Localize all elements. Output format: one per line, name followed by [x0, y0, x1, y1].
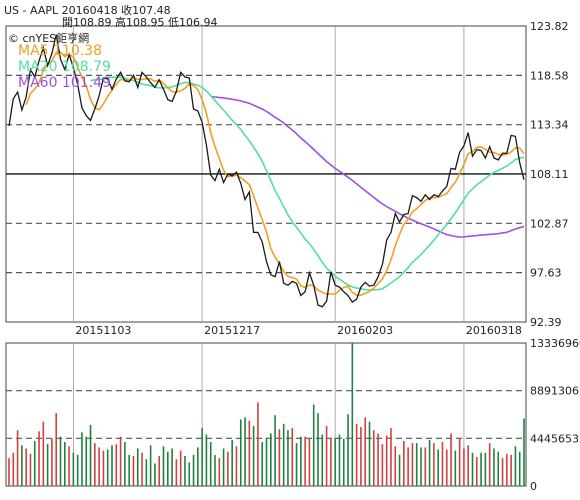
- ma20-line: [90, 76, 525, 291]
- price-xtick-3: 20160318: [466, 324, 522, 337]
- price-ytick-4: 102.87: [530, 217, 569, 230]
- volume-ytick-2: 44456533: [530, 432, 580, 445]
- price-ytick-3: 108.11: [530, 168, 569, 181]
- price-xtick-0: 20151103: [75, 324, 131, 337]
- ma5-line: [25, 51, 525, 296]
- price-ytick-6: 92.39: [530, 316, 562, 329]
- price-ytick-1: 118.58: [530, 69, 569, 82]
- price-xtick-2: 20160203: [337, 324, 393, 337]
- volume-ytick-1: 88913067: [530, 385, 580, 398]
- legend-ma20: MA20 108.79: [18, 59, 111, 75]
- volume-ytick-0: 133369600: [530, 337, 580, 350]
- legend-ma5: MA5 110.38: [18, 43, 102, 59]
- price-ytick-0: 123.82: [530, 20, 569, 33]
- volume-ytick-3: 0: [530, 480, 537, 493]
- price-ytick-2: 113.34: [530, 119, 569, 132]
- price-xtick-1: 20151217: [204, 324, 260, 337]
- quote-line-1: US - AAPL 20160418 收107.48: [4, 4, 171, 17]
- price-ytick-5: 97.63: [530, 267, 562, 280]
- legend-ma60: MA60 101.49: [18, 75, 111, 91]
- quote-line-2: 開108.89 高108.95 低106.94: [62, 16, 218, 29]
- ma60-line: [210, 95, 525, 238]
- watermark: © cnYES鉅亨網: [8, 32, 90, 45]
- close-price-line: [8, 34, 525, 308]
